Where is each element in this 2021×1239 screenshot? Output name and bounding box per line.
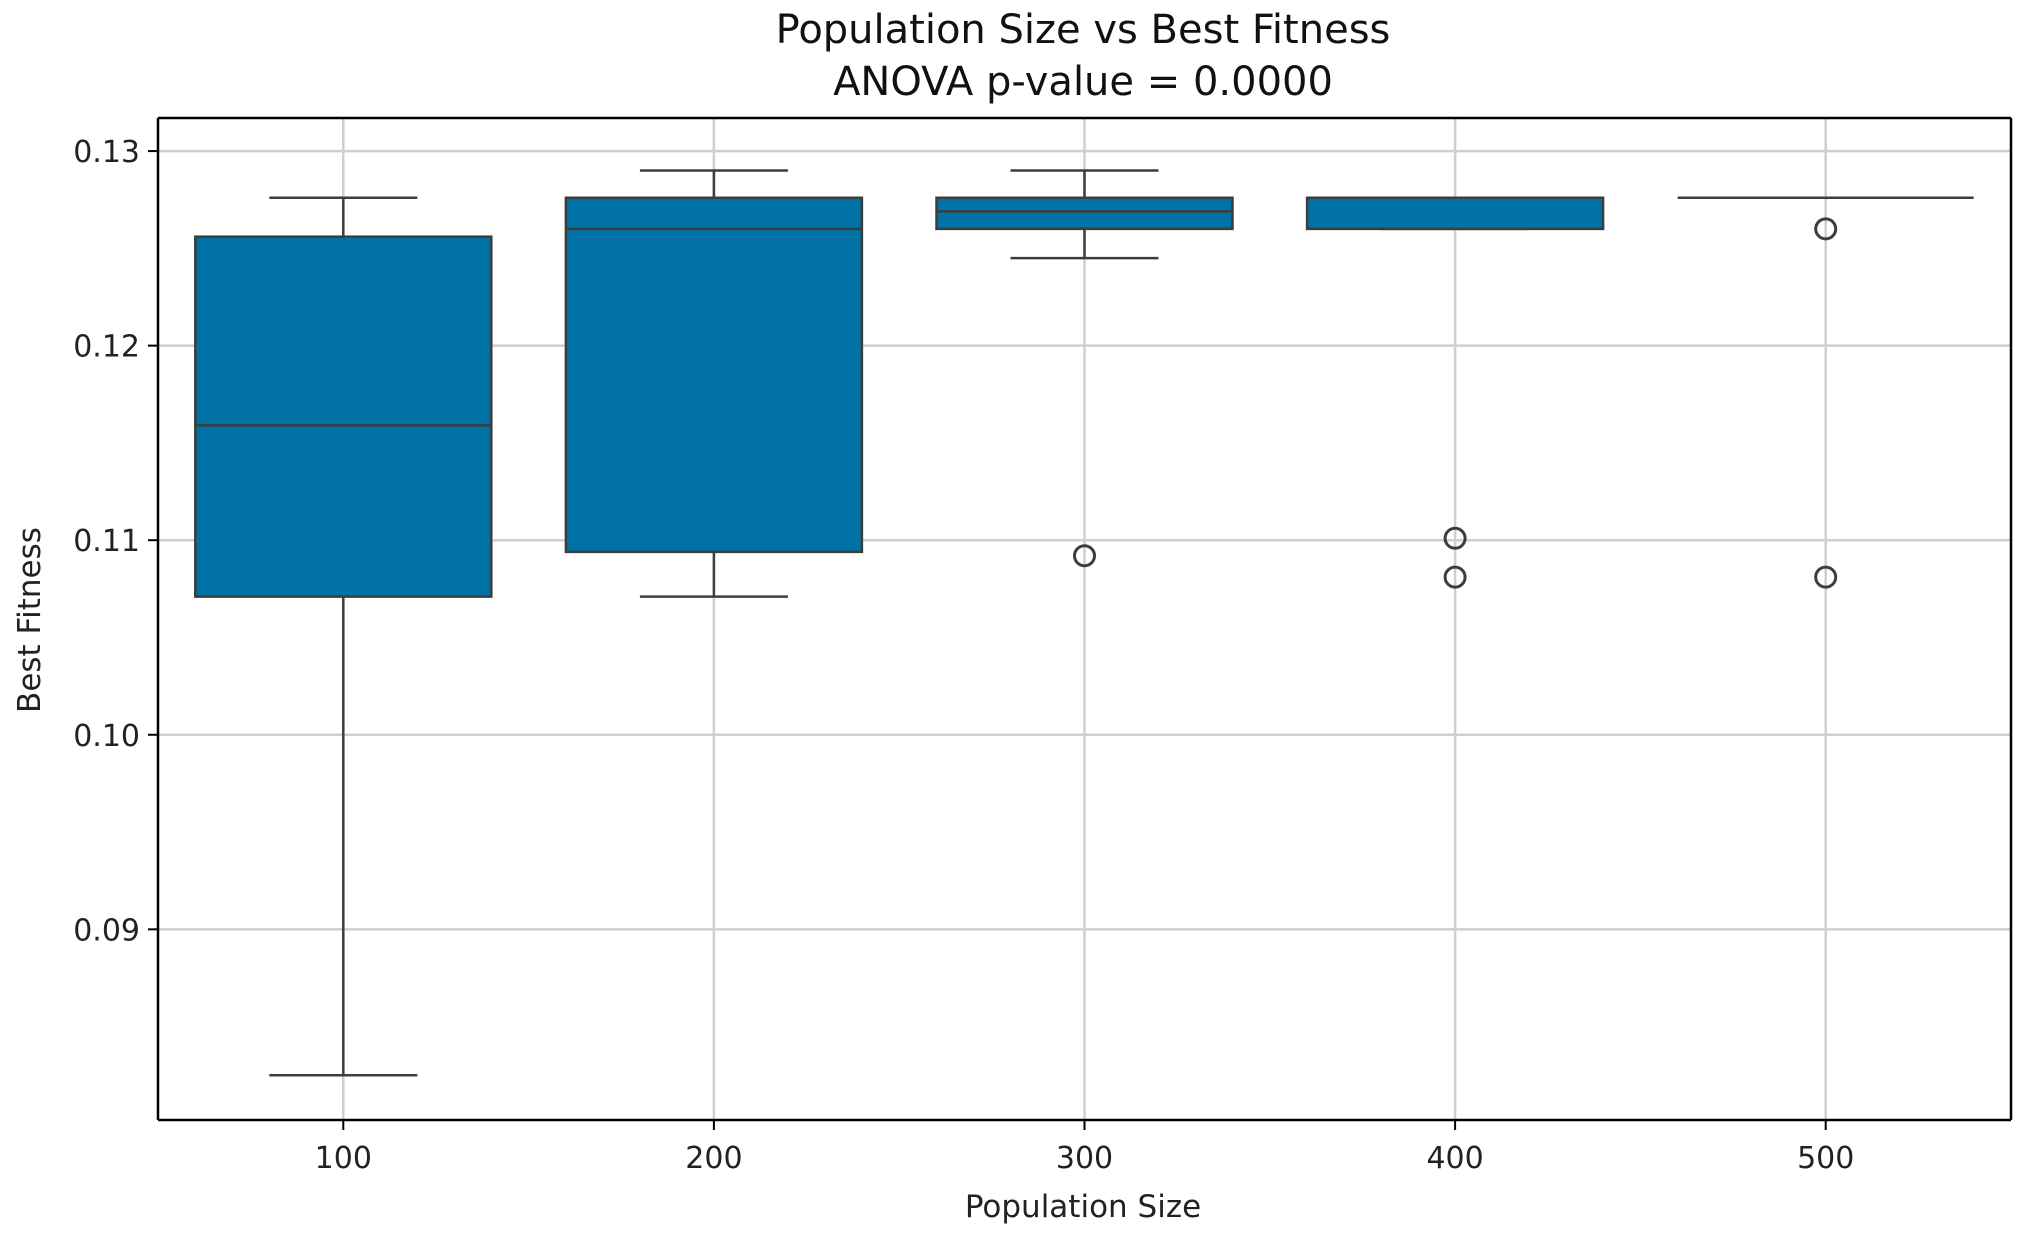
outlier-point xyxy=(1814,565,1838,589)
x-tick-label: 100 xyxy=(315,1141,372,1176)
outlier-point xyxy=(1073,544,1096,568)
outlier-point xyxy=(1443,526,1467,550)
axes xyxy=(148,116,2013,1130)
iqr-box xyxy=(1305,196,1605,231)
y-tick-label: 0.12 xyxy=(73,330,140,365)
iqr-box xyxy=(935,196,1234,231)
boxes xyxy=(194,169,1974,1077)
x-tick-label: 500 xyxy=(1797,1141,1854,1176)
x-tick-label: 400 xyxy=(1426,1141,1483,1176)
x-tick-label: 300 xyxy=(1056,1141,1113,1176)
y-tick-label: 0.09 xyxy=(73,913,140,948)
chart-subtitle: ANOVA p-value = 0.0000 xyxy=(833,59,1333,105)
chart-title: Population Size vs Best Fitness xyxy=(776,7,1391,53)
x-axis-label: Population Size xyxy=(965,1189,1201,1225)
y-tick-label: 0.10 xyxy=(73,719,140,754)
outlier-point xyxy=(1443,565,1467,589)
x-tick-label: 200 xyxy=(685,1141,742,1176)
tick-labels: 0.09 0.10 0.11 0.12 0.13 100 200 300 400 500 xyxy=(73,135,1854,1176)
y-axis-label: Best Fitness xyxy=(12,527,48,713)
iqr-box xyxy=(564,196,864,554)
iqr-box xyxy=(194,235,493,598)
outlier-point xyxy=(1814,217,1838,241)
y-tick-label: 0.11 xyxy=(73,524,140,559)
outliers xyxy=(1073,217,1838,589)
y-tick-label: 0.13 xyxy=(73,135,140,170)
